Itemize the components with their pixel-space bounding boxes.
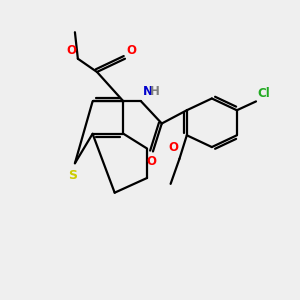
Text: O: O — [66, 44, 76, 57]
Text: S: S — [68, 169, 77, 182]
Text: O: O — [146, 155, 157, 168]
Text: O: O — [126, 44, 136, 57]
Text: Cl: Cl — [257, 87, 270, 100]
Text: O: O — [168, 141, 178, 154]
Text: N: N — [142, 85, 153, 98]
Text: H: H — [150, 85, 160, 98]
